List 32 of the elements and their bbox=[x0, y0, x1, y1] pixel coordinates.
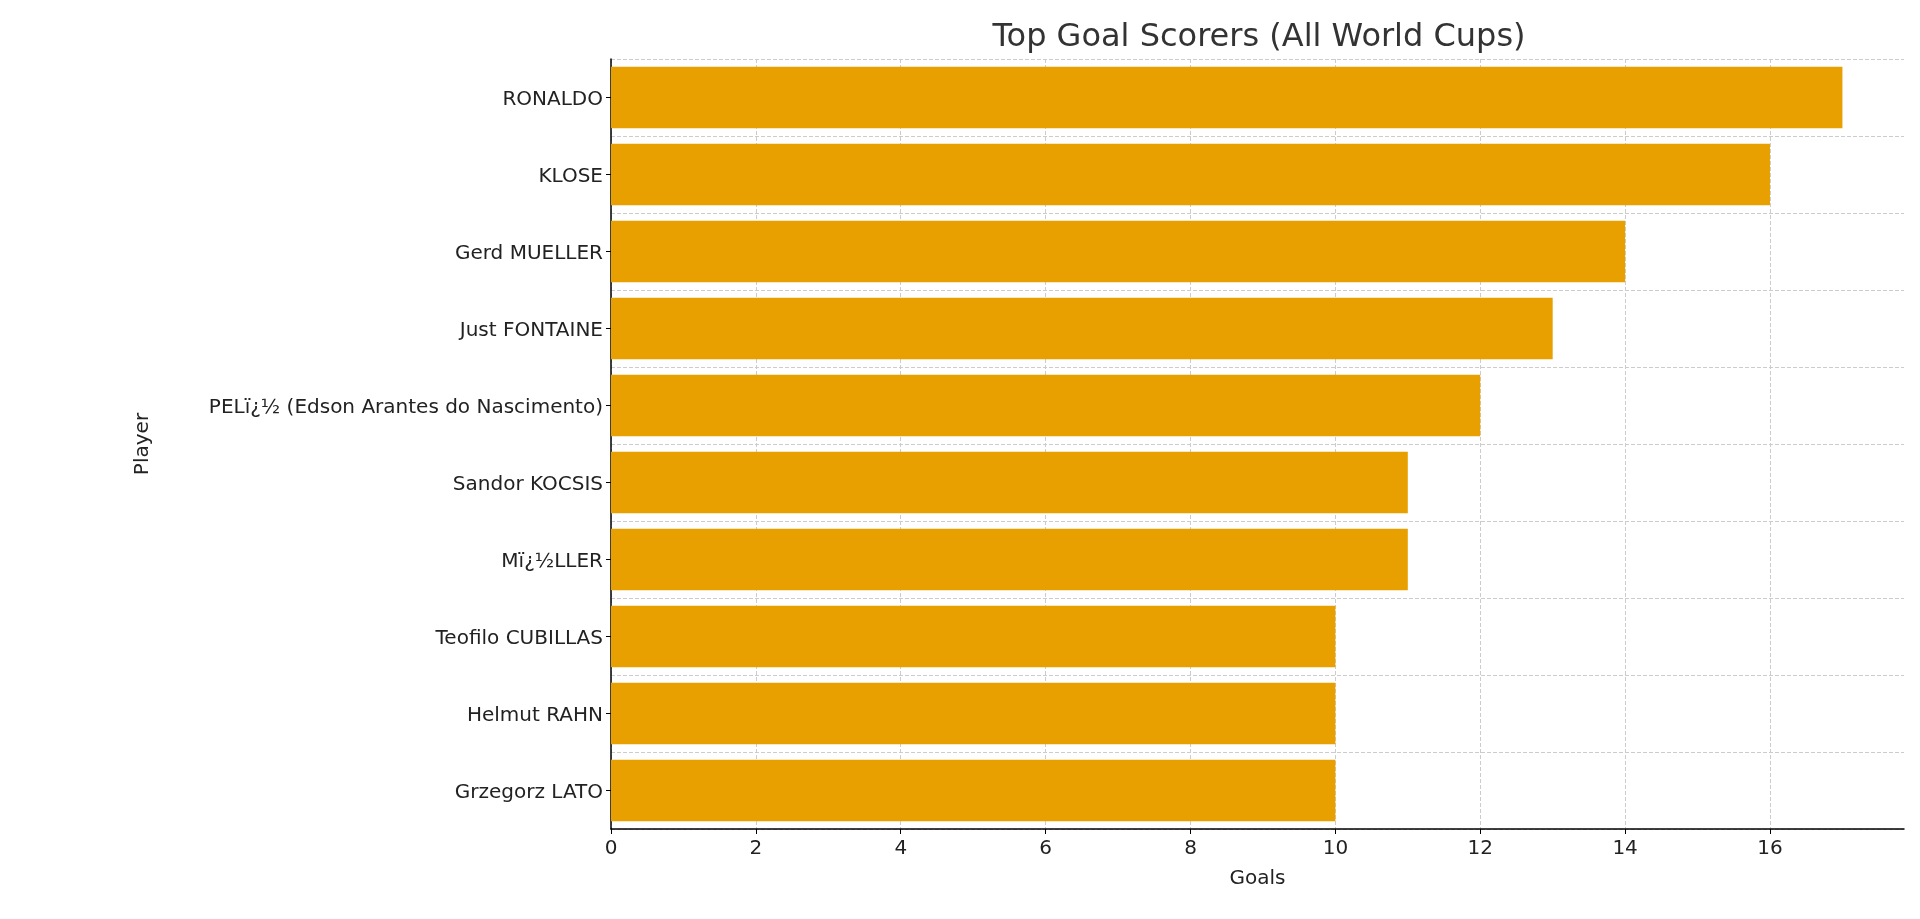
y-tick-label: Grzegorz LATO bbox=[454, 778, 603, 803]
bar bbox=[611, 451, 1408, 514]
y-tick-label: Gerd MUELLER bbox=[454, 239, 604, 264]
y-tick-label: Mï¿½LLER bbox=[501, 547, 604, 572]
x-tick-label: 10 bbox=[1322, 835, 1349, 859]
bar bbox=[611, 374, 1481, 437]
y-tick-label: Just FONTAINE bbox=[457, 316, 603, 341]
bar bbox=[611, 759, 1336, 822]
x-axis-title: Goals bbox=[1229, 865, 1286, 889]
bar bbox=[611, 682, 1336, 745]
bar bbox=[611, 605, 1336, 668]
x-tick-label: 0 bbox=[604, 835, 618, 859]
x-tick-label: 4 bbox=[894, 835, 908, 859]
bar bbox=[611, 66, 1843, 129]
bar bbox=[611, 143, 1770, 206]
x-tick-label: 2 bbox=[749, 835, 763, 859]
bar bbox=[611, 528, 1408, 591]
y-tick-label: KLOSE bbox=[538, 162, 603, 187]
x-tick-label: 14 bbox=[1612, 835, 1638, 859]
chart-title: Top Goal Scorers (All World Cups) bbox=[991, 16, 1526, 54]
bar bbox=[611, 220, 1626, 283]
y-tick-label: Sandor KOCSIS bbox=[452, 470, 603, 495]
y-tick-label: Helmut RAHN bbox=[466, 701, 603, 726]
x-tick-label: 6 bbox=[1039, 835, 1052, 859]
y-tick-label: RONALDO bbox=[502, 85, 603, 110]
x-tick-label: 16 bbox=[1757, 835, 1783, 859]
x-tick-label: 8 bbox=[1184, 835, 1197, 859]
y-tick-label: Teofilo CUBILLAS bbox=[434, 624, 603, 649]
y-tick-label: PELï¿½ (Edson Arantes do Nascimento) bbox=[208, 393, 603, 418]
x-tick-label: 12 bbox=[1467, 835, 1493, 859]
y-axis-title: Player bbox=[129, 412, 153, 476]
bar bbox=[611, 297, 1553, 360]
